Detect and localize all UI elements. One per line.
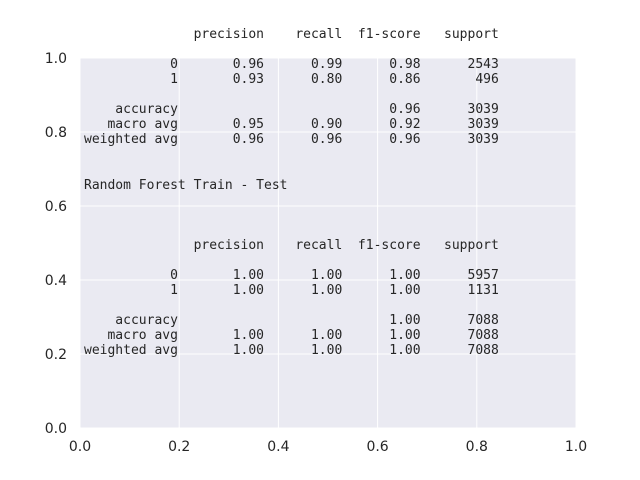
report-line: macro avg 1.00 1.00 1.00 7088 bbox=[84, 328, 499, 343]
report-line: weighted avg 1.00 1.00 1.00 7088 bbox=[84, 343, 499, 358]
x-tick-label: 0.0 bbox=[69, 439, 91, 455]
x-tick-labels: 0.0 0.2 0.4 0.6 0.8 1.0 bbox=[69, 439, 587, 455]
y-tick-label: 0.2 bbox=[45, 347, 67, 363]
report-line: 1 1.00 1.00 1.00 1131 bbox=[84, 283, 499, 298]
report-line: Random Forest Train - Test bbox=[84, 178, 288, 193]
report-line: 1 0.93 0.80 0.86 496 bbox=[84, 72, 499, 87]
report-line: weighted avg 0.96 0.96 0.96 3039 bbox=[84, 132, 499, 147]
x-tick-label: 0.4 bbox=[267, 439, 289, 455]
report-line: 0 1.00 1.00 1.00 5957 bbox=[84, 268, 499, 283]
plot-area bbox=[80, 58, 576, 428]
grid-lines bbox=[79, 57, 577, 429]
report-line: 0 0.96 0.99 0.98 2543 bbox=[84, 57, 499, 72]
report-line: accuracy 1.00 7088 bbox=[84, 313, 499, 328]
y-tick-label: 0.4 bbox=[45, 273, 67, 289]
report-line: accuracy 0.96 3039 bbox=[84, 102, 499, 117]
y-tick-label: 1.0 bbox=[45, 51, 67, 67]
x-tick-label: 1.0 bbox=[565, 439, 587, 455]
x-tick-label: 0.6 bbox=[366, 439, 388, 455]
y-tick-label: 0.8 bbox=[45, 125, 67, 141]
report-line: precision recall f1-score support bbox=[84, 238, 499, 253]
report-line: precision recall f1-score support bbox=[84, 27, 499, 42]
y-tick-labels: 0.0 0.2 0.4 0.6 0.8 1.0 bbox=[45, 51, 67, 437]
x-tick-label: 0.2 bbox=[168, 439, 190, 455]
y-tick-label: 0.0 bbox=[45, 421, 67, 437]
y-tick-label: 0.6 bbox=[45, 199, 67, 215]
x-tick-label: 0.8 bbox=[466, 439, 488, 455]
report-line: macro avg 0.95 0.90 0.92 3039 bbox=[84, 117, 499, 132]
